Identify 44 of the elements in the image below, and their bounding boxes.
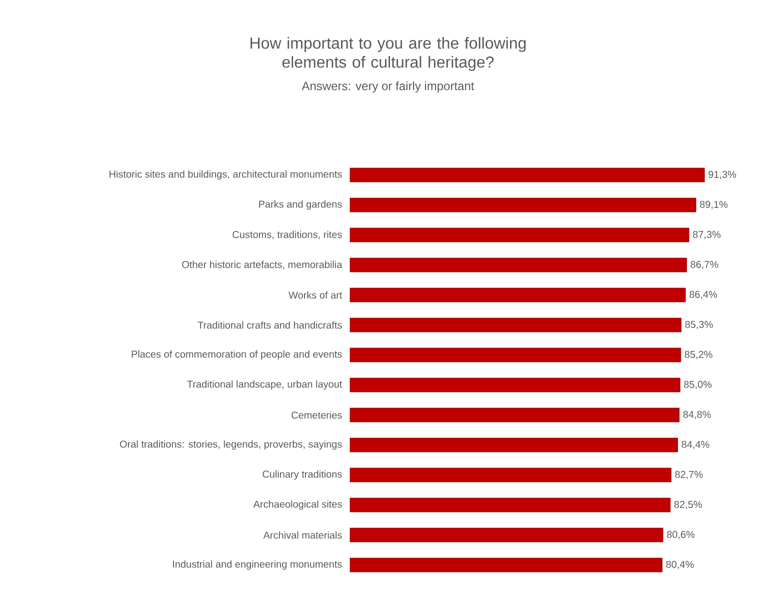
y-tick-label: Culinary traditions	[262, 470, 342, 480]
bar	[350, 438, 678, 452]
y-tick-label: Archaeological sites	[253, 500, 342, 510]
chart-subtitle: Answers: very or fairly important	[302, 81, 474, 93]
data-label: 85,0%	[684, 380, 712, 390]
y-tick-label: Traditional landscape, urban layout	[187, 380, 342, 390]
y-tick-label: Works of art	[288, 291, 342, 299]
y-tick-label: Cemeteries	[292, 411, 342, 419]
y-tick-label: Parks and gardens	[259, 200, 342, 210]
bar	[350, 228, 690, 242]
y-tick-label: Industrial and engineering monuments	[173, 560, 342, 570]
data-label: 86,7%	[690, 260, 718, 270]
data-label: 85,2%	[684, 350, 712, 360]
y-tick-label: Historic sites and buildings, architectural monuments	[110, 170, 342, 180]
bar	[350, 498, 671, 512]
data-label: 80,4%	[666, 560, 694, 570]
data-label: 85,3%	[685, 320, 713, 330]
data-label: 91,3%	[708, 170, 736, 180]
data-label: 82,5%	[674, 500, 702, 510]
bar	[350, 288, 686, 302]
chart-title: How important to you are the following elements of cultural heritage?	[250, 37, 526, 71]
bar	[350, 318, 682, 332]
bar	[350, 198, 696, 212]
data-label: 84,8%	[683, 410, 711, 420]
y-tick-label: Traditional crafts and handicrafts	[198, 321, 342, 329]
data-label: 82,7%	[675, 470, 703, 480]
y-tick-label: Oral traditions: stories, legends, proverbs, sayings	[120, 440, 342, 450]
bar	[350, 168, 705, 182]
bar	[350, 528, 664, 542]
bar	[350, 468, 672, 482]
y-tick-label: Customs, traditions, rites	[232, 230, 342, 240]
bar	[350, 348, 682, 362]
data-label: 87,3%	[692, 230, 721, 240]
bar	[350, 258, 687, 272]
bar	[350, 408, 680, 422]
y-tick-label: Archival materials	[263, 531, 342, 539]
data-label: 84,4%	[682, 440, 710, 450]
bar	[350, 558, 662, 572]
bar	[350, 378, 680, 392]
data-label: 89,1%	[700, 200, 728, 210]
y-tick-label: Places of commemoration of people and events	[132, 350, 342, 360]
y-tick-label: Other historic artefacts, memorabilia	[182, 260, 342, 270]
data-label: 86,4%	[689, 290, 718, 300]
data-label: 80,6%	[666, 530, 695, 540]
